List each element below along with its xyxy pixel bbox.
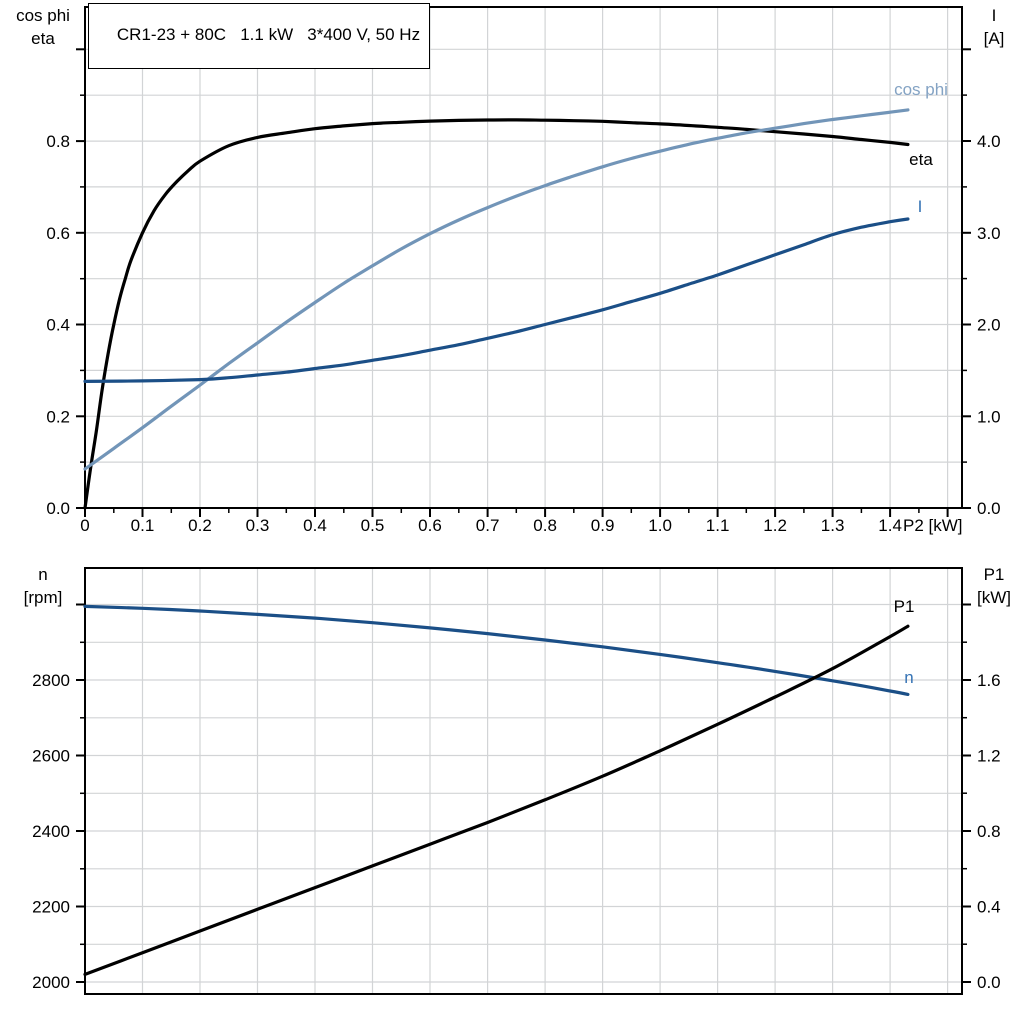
svg-text:0.2: 0.2 <box>188 516 212 535</box>
svg-text:2400: 2400 <box>32 822 70 841</box>
svg-text:0.5: 0.5 <box>361 516 385 535</box>
n-curve <box>83 604 910 696</box>
right-axis-tick-labels: 0.0 0.4 0.8 1.2 1.6 <box>977 671 1001 992</box>
svg-text:0.8: 0.8 <box>533 516 557 535</box>
svg-text:0.8: 0.8 <box>977 822 1001 841</box>
svg-text:2000: 2000 <box>32 973 70 992</box>
svg-text:0.4: 0.4 <box>977 898 1001 917</box>
left-axis-tick-labels: 2000 2200 2400 2600 2800 <box>32 671 70 992</box>
svg-text:1.2: 1.2 <box>763 516 787 535</box>
svg-text:0.9: 0.9 <box>591 516 615 535</box>
svg-text:1.2: 1.2 <box>977 747 1001 766</box>
I-curve-label: I <box>917 197 923 216</box>
bottom-left-axis-title: n [rpm] <box>2 563 84 609</box>
cos-phi-axis-label: cos phi <box>16 6 70 25</box>
svg-text:2800: 2800 <box>32 671 70 690</box>
svg-text:0.7: 0.7 <box>476 516 500 535</box>
right-axis-ticks <box>962 48 971 509</box>
eta-axis-label: eta <box>31 29 55 48</box>
bottom-chart: 2000 2200 2400 2600 2800 0.0 0.4 0.8 1.2 1.6 <box>32 567 1001 995</box>
speed-axis-label: n <box>38 565 48 584</box>
svg-text:4.0: 4.0 <box>977 132 1001 151</box>
left-axis-ticks <box>76 603 85 983</box>
plot-frame <box>84 567 963 995</box>
n-curve-label: n <box>904 668 914 687</box>
gridlines <box>85 7 962 508</box>
x-axis-tick-labels: 0 0.1 0.2 0.3 0.4 0.5 0.6 0.7 0.8 0.9 1.0 1.1 1.2 1.3… <box>80 516 902 535</box>
top-left-axis-title: cos phi eta <box>2 4 84 50</box>
svg-text:0.0: 0.0 <box>977 973 1001 992</box>
top-right-axis-title: I [A] <box>966 4 1022 50</box>
P1-curve-label: P1 <box>893 597 915 616</box>
current-axis-label: I <box>991 6 997 25</box>
svg-text:1.0: 1.0 <box>977 407 1001 426</box>
svg-text:0.2: 0.2 <box>46 407 70 426</box>
left-axis-tick-labels: 0.0 0.2 0.4 0.6 0.8 <box>46 132 70 518</box>
svg-text:0: 0 <box>80 516 89 535</box>
svg-text:1.6: 1.6 <box>977 671 1001 690</box>
svg-text:0.6: 0.6 <box>46 224 70 243</box>
x-axis-title: P2 [kW] <box>903 516 963 535</box>
svg-text:1.4: 1.4 <box>878 516 902 535</box>
svg-text:1.0: 1.0 <box>648 516 672 535</box>
x-axis-ticks <box>84 508 949 517</box>
eta-curve-label: eta <box>909 150 933 169</box>
left-axis-ticks <box>76 48 85 509</box>
svg-text:0.6: 0.6 <box>418 516 442 535</box>
svg-text:0.3: 0.3 <box>246 516 270 535</box>
svg-text:2.0: 2.0 <box>977 316 1001 335</box>
right-axis-ticks <box>962 603 971 983</box>
svg-text:0.4: 0.4 <box>303 516 327 535</box>
P1-curve <box>83 624 910 976</box>
power-axis-label: P1 <box>983 565 1005 584</box>
I-curve <box>83 217 910 383</box>
svg-text:1.1: 1.1 <box>706 516 730 535</box>
plot-frame <box>84 6 963 509</box>
svg-text:0.0: 0.0 <box>46 499 70 518</box>
right-axis-tick-labels: 0.0 1.0 2.0 3.0 4.0 <box>977 132 1001 518</box>
current-unit-label: [A] <box>983 29 1005 48</box>
chart-title: CR1-23 + 80C 1.1 kW 3*400 V, 50 Hz <box>116 25 421 44</box>
gridlines <box>85 568 962 994</box>
title-box: CR1-23 + 80C 1.1 kW 3*400 V, 50 Hz <box>88 3 431 69</box>
speed-unit-label: [rpm] <box>23 588 63 607</box>
top-chart: 0.0 0.2 0.4 0.6 0.8 0.0 1.0 2.0 3.0 4.0 0 0.1 0.2 0.3… <box>46 6 1001 535</box>
power-unit-label: [kW] <box>977 588 1011 607</box>
bottom-right-axis-title: P1 [kW] <box>966 563 1022 609</box>
svg-text:0.1: 0.1 <box>131 516 155 535</box>
svg-text:0.4: 0.4 <box>46 316 70 335</box>
svg-text:1.3: 1.3 <box>821 516 845 535</box>
svg-text:2600: 2600 <box>32 747 70 766</box>
cos-phi-curve <box>83 108 910 471</box>
eta-curve <box>83 118 910 510</box>
svg-text:0.8: 0.8 <box>46 132 70 151</box>
svg-text:2200: 2200 <box>32 898 70 917</box>
cos-phi-curve-label: cos phi <box>894 80 948 99</box>
svg-text:0.0: 0.0 <box>977 499 1001 518</box>
svg-text:3.0: 3.0 <box>977 224 1001 243</box>
